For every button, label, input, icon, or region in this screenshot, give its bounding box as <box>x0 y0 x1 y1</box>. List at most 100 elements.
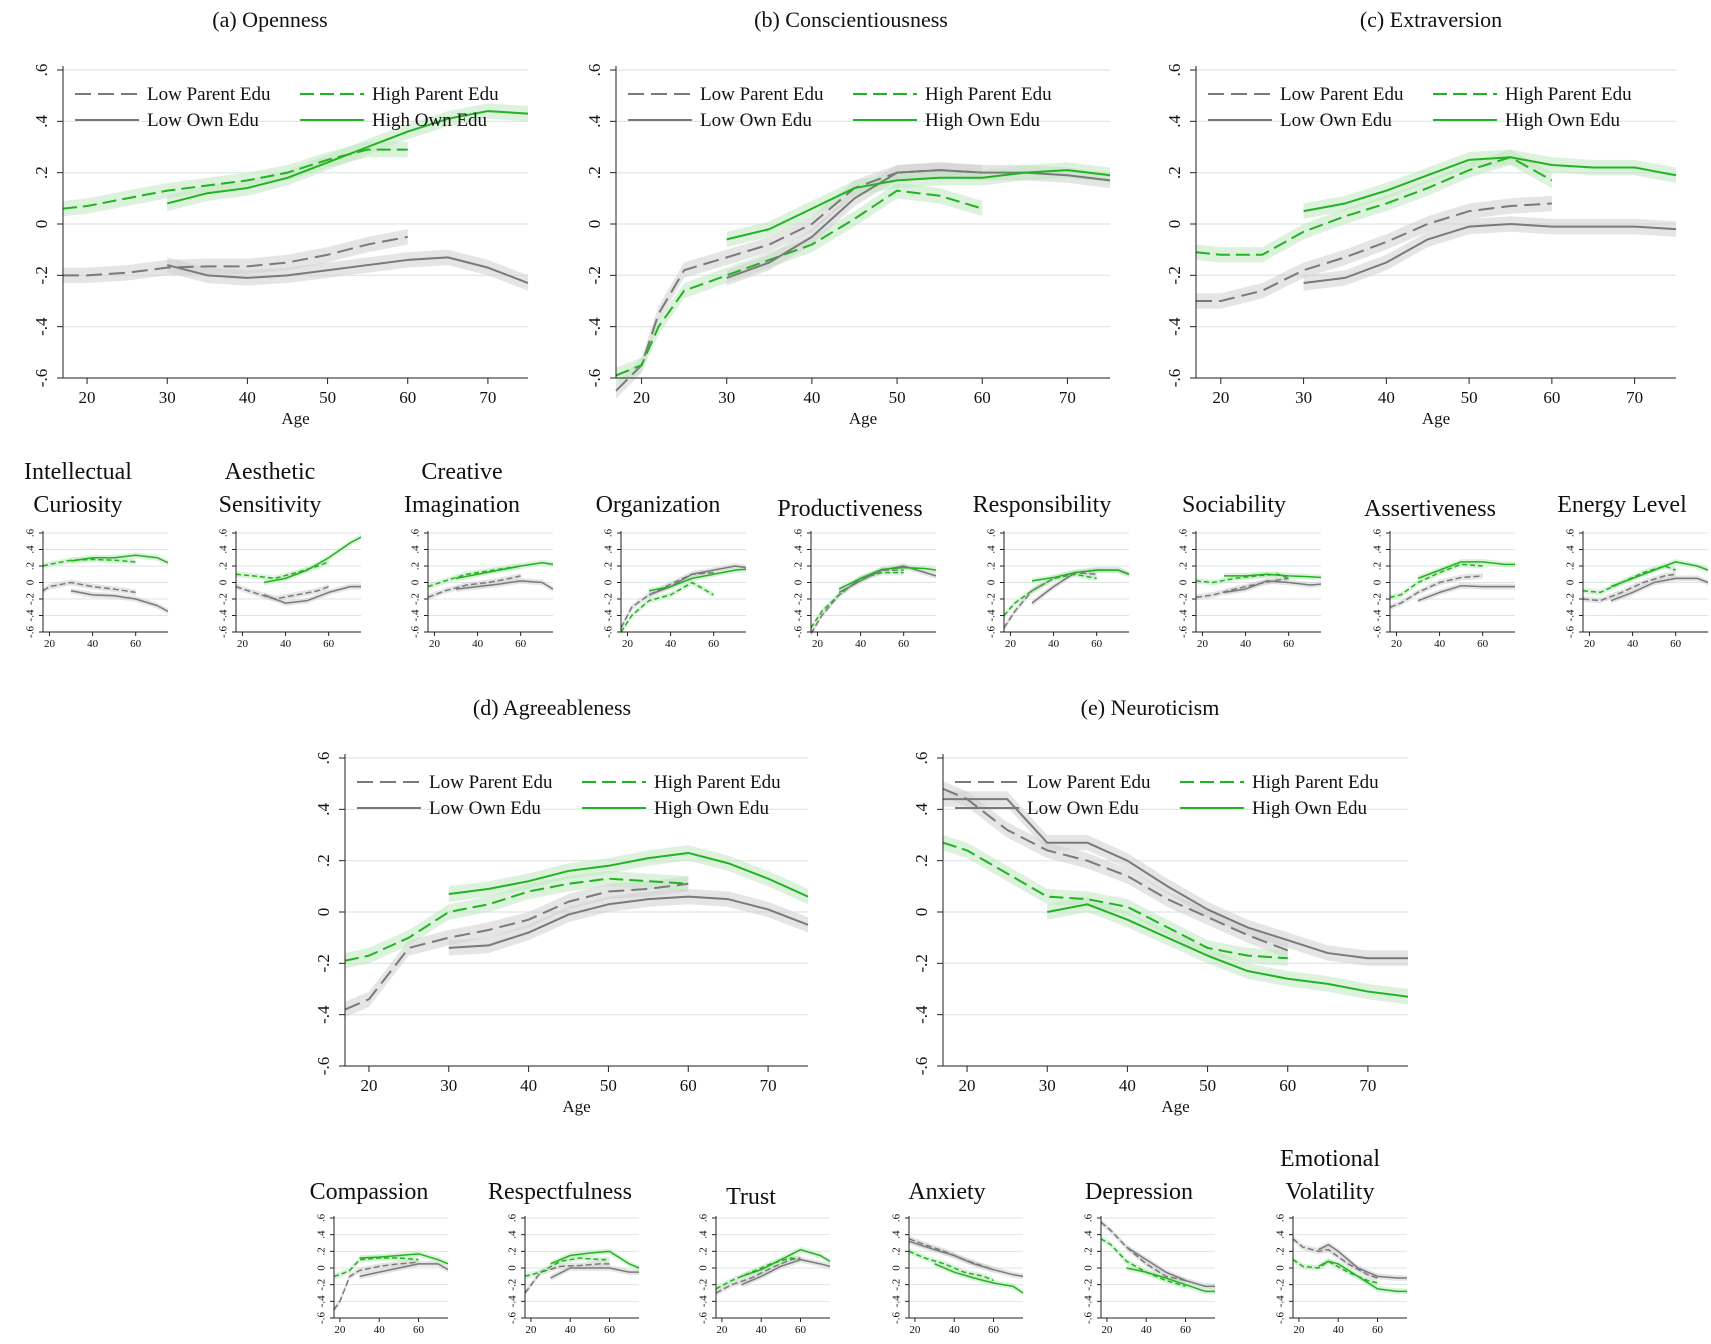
y-tick-label: .4 <box>1565 545 1577 554</box>
y-tick-label: -.6 <box>1178 626 1190 638</box>
y-tick-label: .6 <box>793 528 805 537</box>
y-tick-label: -.4 <box>25 609 37 621</box>
x-tick-label: 40 <box>565 1324 577 1336</box>
series-line <box>1389 563 1483 599</box>
y-tick-label: .6 <box>1275 1213 1287 1222</box>
confidence-band <box>1318 1258 1407 1295</box>
x-tick-label: 20 <box>1293 1324 1305 1336</box>
y-tick-label: -.6 <box>585 369 604 387</box>
x-axis-label: Age <box>1161 1097 1189 1116</box>
y-tick-label: -.6 <box>698 1312 710 1324</box>
y-tick-label: -.4 <box>585 317 604 336</box>
y-tick-label: -.2 <box>603 593 615 605</box>
y-tick-label: .2 <box>986 562 998 570</box>
confidence-band <box>1032 567 1129 584</box>
series-line <box>1126 1246 1215 1288</box>
x-tick-label: 40 <box>665 638 677 650</box>
y-tick-label: -.6 <box>1275 1312 1287 1324</box>
x-tick-label: 60 <box>708 638 720 650</box>
series-line <box>427 565 521 588</box>
panel-title: (c) Extraversion <box>1360 7 1502 32</box>
y-tick-label: -.6 <box>793 626 805 638</box>
panel-17: -.6 -.4 -.2 0 .2 .4 .6 20 40 60 Anxiety <box>891 1179 1024 1336</box>
y-tick-label: .2 <box>1178 562 1190 570</box>
y-tick-label: -.4 <box>507 1295 519 1307</box>
x-tick-label: 70 <box>760 1076 777 1095</box>
series-line <box>1417 561 1515 580</box>
y-tick-label: 0 <box>1372 579 1384 585</box>
x-tick-label: 40 <box>472 638 484 650</box>
y-tick-label: .4 <box>25 545 37 554</box>
x-tick-label: 40 <box>280 638 292 650</box>
y-tick-label: -.4 <box>603 609 615 621</box>
x-tick-label: 60 <box>1543 388 1560 407</box>
x-tick-label: 60 <box>988 1324 1000 1336</box>
y-tick-label: 0 <box>986 579 998 585</box>
legend-label: High Parent Edu <box>1505 84 1632 105</box>
x-tick-label: 60 <box>130 638 142 650</box>
x-tick-label: 60 <box>1372 1324 1384 1336</box>
y-tick-label: .6 <box>912 752 931 765</box>
confidence-band <box>43 579 136 596</box>
series-line <box>1126 1267 1215 1293</box>
y-tick-label: -.2 <box>218 593 230 605</box>
x-tick-label: 40 <box>1434 638 1446 650</box>
series-line <box>942 787 1289 952</box>
confidence-band <box>741 1256 830 1288</box>
y-tick-label: .4 <box>1083 1230 1095 1239</box>
confidence-band <box>741 1246 830 1280</box>
y-tick-label: .6 <box>585 64 604 77</box>
y-tick-label: .2 <box>891 1247 903 1255</box>
y-tick-label: .4 <box>316 1230 328 1239</box>
series-line <box>1224 573 1322 579</box>
confidence-band <box>1293 1235 1378 1281</box>
y-tick-label: .4 <box>218 545 230 554</box>
panel-3: -.6 -.4 -.2 0 .2 .4 .6 20 30 40 50 60 70 Age (d) Agree… <box>314 695 809 1116</box>
confidence-band <box>1224 577 1321 596</box>
series-line <box>42 581 136 594</box>
y-tick-label: .2 <box>314 854 333 867</box>
y-tick-label: .6 <box>32 64 51 77</box>
panel-5: -.6 -.4 -.2 0 .2 .4 .6 20 40 60 Intellectual Curios… <box>24 459 169 650</box>
panel-title: Intellectual <box>24 459 132 485</box>
y-tick-label: -.2 <box>25 593 37 605</box>
y-tick-label: .6 <box>986 528 998 537</box>
y-tick-label: .6 <box>1178 528 1190 537</box>
y-tick-label: -.6 <box>1083 1312 1095 1324</box>
panel-title: (b) Conscientiousness <box>754 7 948 32</box>
legend-label: High Own Edu <box>1252 798 1368 819</box>
y-tick-label: 0 <box>603 579 615 585</box>
y-tick-label: 0 <box>32 220 51 229</box>
series-line <box>942 841 1288 960</box>
y-tick-label: .4 <box>1165 114 1184 127</box>
series-line <box>1195 156 1553 256</box>
x-tick-label: 20 <box>334 1324 346 1336</box>
x-tick-label: 40 <box>1240 638 1252 650</box>
series-line <box>359 1263 449 1278</box>
panel-6: -.6 -.4 -.2 0 .2 .4 .6 20 40 60 Aesthetic Sensitivi… <box>218 459 362 650</box>
y-tick-label: -.4 <box>698 1295 710 1307</box>
x-axis-label: Age <box>562 1097 590 1116</box>
confidence-band <box>934 1260 1023 1296</box>
y-tick-label: -.2 <box>316 1279 328 1291</box>
x-tick-label: 20 <box>622 638 634 650</box>
y-tick-label: -.6 <box>1165 369 1184 387</box>
legend-label: High Own Edu <box>372 110 488 131</box>
x-tick-label: 30 <box>440 1076 457 1095</box>
y-tick-label: .4 <box>1178 545 1190 554</box>
y-tick-label: .4 <box>698 1230 710 1239</box>
panel-12: -.6 -.4 -.2 0 .2 .4 .6 20 40 60 Assertiveness <box>1364 496 1516 650</box>
y-tick-label: 0 <box>316 1265 328 1271</box>
y-tick-label: .6 <box>891 1213 903 1222</box>
series-line <box>1196 202 1552 302</box>
legend-label: High Parent Edu <box>654 772 781 793</box>
x-tick-label: 60 <box>323 638 335 650</box>
panel-title: Sensitivity <box>219 492 322 518</box>
y-tick-label: .6 <box>603 528 615 537</box>
y-tick-label: -.6 <box>603 626 615 638</box>
panel-title: (e) Neuroticism <box>1081 695 1220 720</box>
x-tick-label: 20 <box>959 1076 976 1095</box>
y-tick-label: -.6 <box>912 1057 931 1075</box>
x-tick-label: 20 <box>237 638 249 650</box>
